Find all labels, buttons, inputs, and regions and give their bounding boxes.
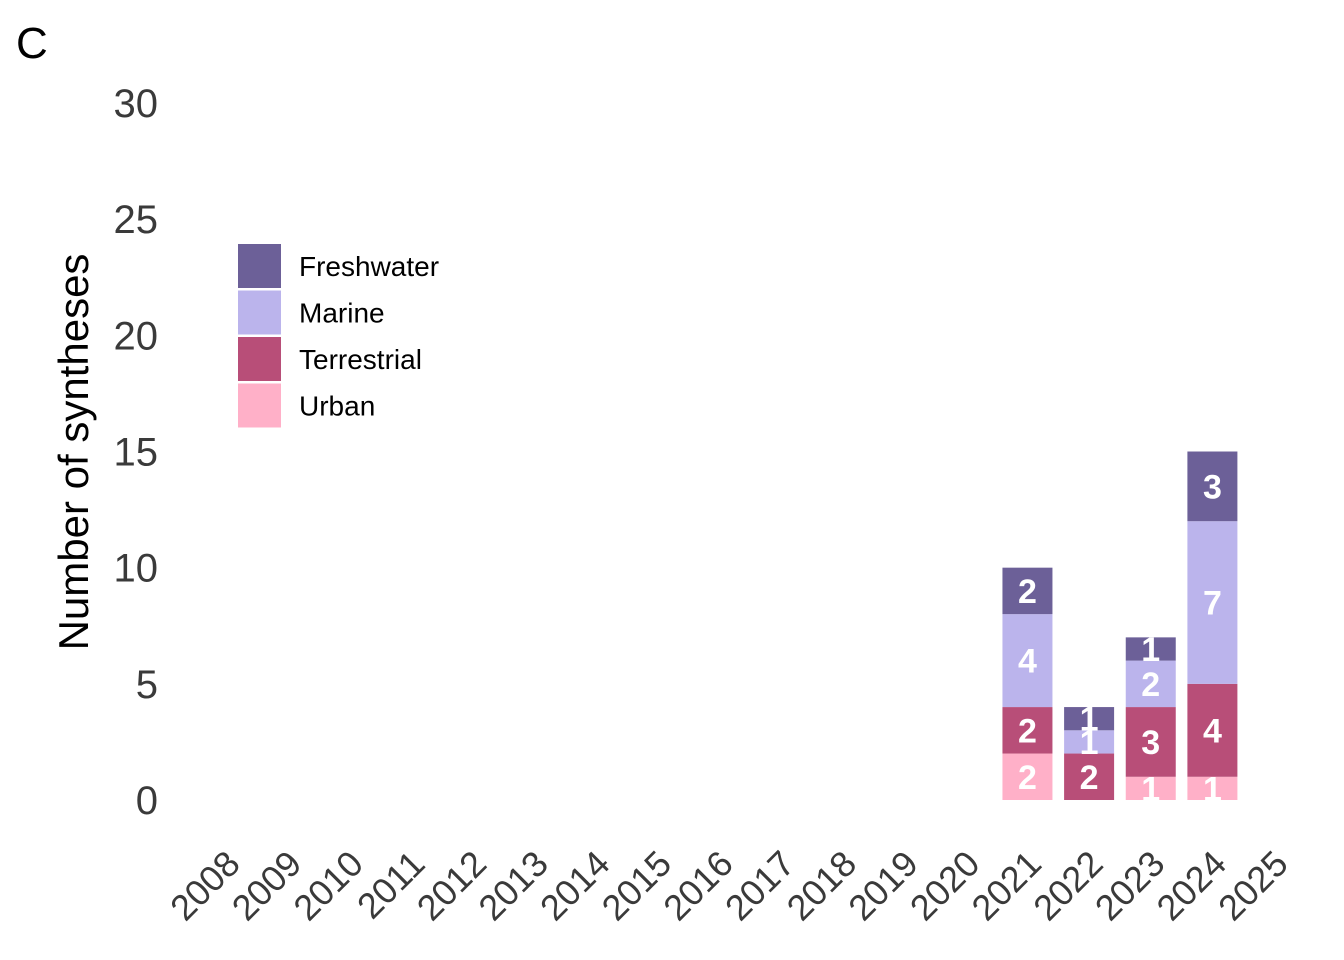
y-tick-label: 10 xyxy=(114,547,159,591)
x-tick-label: 2019 xyxy=(840,843,926,929)
legend-swatch-marine xyxy=(238,290,281,335)
y-tick-label: 0 xyxy=(136,779,158,823)
legend-label-marine: Marine xyxy=(299,298,385,329)
bar-segment-urban xyxy=(1187,776,1238,800)
x-tick-label: 2015 xyxy=(594,843,680,929)
bar-value-label: 1 xyxy=(1080,701,1099,739)
x-tick-label: 2012 xyxy=(409,843,495,929)
legend: Freshwater Marine Terrestrial Urban xyxy=(238,244,439,428)
bar-segment-marine xyxy=(1064,730,1115,754)
bar-segment-marine xyxy=(1125,660,1176,708)
bar-value-label: 2 xyxy=(1018,759,1037,797)
bar-segment-marine xyxy=(1002,614,1053,708)
bar-segment-freshwater xyxy=(1002,567,1053,615)
panel-label: C xyxy=(16,19,48,68)
bar-value-label: 1 xyxy=(1203,770,1222,808)
legend-swatch-freshwater xyxy=(238,244,281,288)
x-tick-label: 2014 xyxy=(532,843,618,929)
x-tick-label: 2018 xyxy=(779,843,865,929)
x-tick-label: 2009 xyxy=(224,843,310,929)
bar-value-label: 1 xyxy=(1080,724,1099,762)
x-tick-label: 2016 xyxy=(655,843,741,929)
bar-segment-freshwater xyxy=(1064,707,1115,731)
bar-value-label: 2 xyxy=(1141,666,1160,704)
bar-value-label: 2 xyxy=(1018,573,1037,611)
x-tick-label: 2017 xyxy=(717,843,803,929)
legend-swatch-terrestrial xyxy=(238,337,281,381)
x-tick-label: 2023 xyxy=(1087,843,1173,929)
legend-label-urban: Urban xyxy=(299,391,375,422)
x-tick-label: 2008 xyxy=(162,843,248,929)
x-tick-label: 2013 xyxy=(470,843,556,929)
bar-segment-urban xyxy=(1002,753,1053,800)
x-tick-label: 2022 xyxy=(1025,843,1111,929)
bar-value-label: 2 xyxy=(1080,759,1099,797)
y-tick-label: 25 xyxy=(114,198,159,242)
bar-value-label: 7 xyxy=(1203,585,1222,623)
bar-segment-freshwater xyxy=(1125,637,1176,661)
x-tick-label: 2010 xyxy=(285,843,371,929)
y-tick-label: 20 xyxy=(114,314,159,358)
bar-segment-terrestrial xyxy=(1125,707,1176,777)
x-tick-label: 2011 xyxy=(349,843,433,927)
bar-value-label: 3 xyxy=(1141,724,1160,762)
bar-segment-urban xyxy=(1125,776,1176,800)
x-tick-label: 2024 xyxy=(1148,843,1234,929)
x-axis-ticks: 2008200920102011201220132014201520162017… xyxy=(162,843,1296,929)
y-axis-label: Number of syntheses xyxy=(50,254,97,651)
bar-segment-freshwater xyxy=(1187,451,1238,522)
bars xyxy=(1002,451,1238,800)
y-tick-label: 30 xyxy=(114,82,159,126)
bar-segment-marine xyxy=(1187,521,1238,684)
y-tick-label: 5 xyxy=(136,663,158,707)
x-tick-label: 2020 xyxy=(902,843,988,929)
x-tick-label: 2021 xyxy=(963,843,1049,929)
bar-segment-terrestrial xyxy=(1187,683,1238,777)
bar-value-label: 1 xyxy=(1141,631,1160,669)
x-tick-label: 2025 xyxy=(1210,843,1296,929)
bar-value-label: 1 xyxy=(1141,770,1160,808)
bar-segment-terrestrial xyxy=(1002,707,1053,754)
bar-value-label: 4 xyxy=(1018,643,1037,681)
bar-value-label: 3 xyxy=(1203,468,1222,506)
legend-label-terrestrial: Terrestrial xyxy=(299,344,422,375)
legend-swatch-urban xyxy=(238,383,281,428)
bar-segment-terrestrial xyxy=(1064,753,1115,800)
y-axis-ticks: 0 5 10 15 20 25 30 xyxy=(114,82,159,823)
bar-value-label: 4 xyxy=(1203,712,1222,750)
bar-value-label: 2 xyxy=(1018,712,1037,750)
legend-label-freshwater: Freshwater xyxy=(299,251,439,282)
y-tick-label: 15 xyxy=(114,431,159,475)
